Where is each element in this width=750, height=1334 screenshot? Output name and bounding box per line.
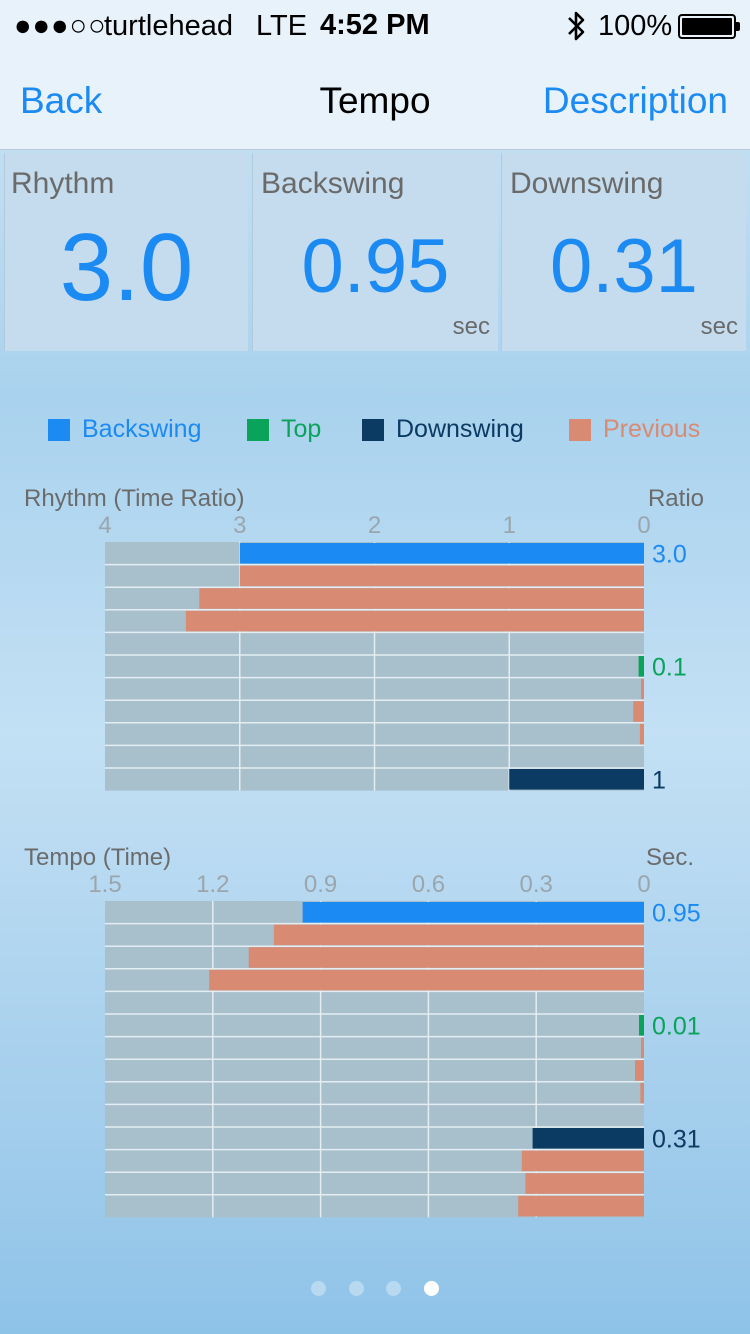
tempo-bar-previous: [518, 1195, 644, 1217]
tempo-tick-label: 0.3: [519, 871, 553, 898]
rhythm-label: Rhythm: [11, 167, 115, 200]
tempo-value-label-backswing: 0.95: [652, 899, 701, 927]
rhythm-bar-previous: [239, 565, 644, 587]
legend-label-downswing: Downswing: [396, 415, 524, 443]
status-bar: ●●●○○ turtlehead LTE 4:52 PM 100%: [0, 0, 750, 52]
tempo-bar-previous: [525, 1173, 644, 1194]
tempo-bar-backswing: [302, 902, 644, 923]
rhythm-value-label-top: 0.1: [652, 653, 687, 681]
tempo-bar-top: [639, 1015, 644, 1036]
rhythm-chart-title: Rhythm (Time Ratio): [24, 485, 245, 512]
rhythm-chart-unit: Ratio: [647, 485, 704, 512]
battery-icon: [678, 14, 740, 39]
tempo-bar-previous: [635, 1060, 644, 1081]
chart-legend: Backswing Top Downswing Previous: [0, 414, 750, 448]
tempo-bar-previous: [248, 947, 644, 968]
rhythm-tick-label: 2: [367, 512, 382, 539]
tempo-value-label-top: 0.01: [652, 1012, 701, 1040]
downswing-card: Downswing 0.31 sec: [501, 153, 746, 351]
rhythm-value-label-backswing: 3.0: [652, 540, 687, 568]
rhythm-value-label-downswing: 1: [652, 766, 666, 794]
backswing-value: 0.95: [301, 224, 450, 309]
legend-swatch-previous: [569, 419, 591, 441]
rhythm-bar-previous: [199, 588, 644, 609]
tempo-tick-label: 0.9: [303, 871, 338, 898]
tempo-tick-label: 1.2: [196, 871, 230, 898]
legend-label-previous: Previous: [603, 415, 701, 443]
status-time: 4:52 PM: [320, 9, 430, 41]
rhythm-bar-previous: [633, 701, 644, 722]
tempo-bar-previous: [209, 969, 644, 991]
carrier-name: turtlehead: [104, 10, 233, 42]
tempo-bar-previous: [273, 924, 644, 946]
rhythm-tick-label: 4: [98, 512, 112, 539]
legend-swatch-top: [247, 419, 269, 441]
downswing-label: Downswing: [510, 167, 664, 200]
page-dot[interactable]: [311, 1281, 326, 1296]
rhythm-bar-top: [638, 656, 644, 677]
backswing-unit: sec: [452, 313, 490, 340]
page-title: Tempo: [319, 80, 431, 121]
tempo-value-label-downswing: 0.31: [652, 1125, 701, 1153]
tempo-tick-label: 1.5: [88, 871, 122, 898]
signal-strength-icon: ●●●○○: [14, 10, 107, 42]
backswing-label: Backswing: [261, 167, 405, 200]
back-button[interactable]: Back: [20, 80, 103, 121]
legend-label-backswing: Backswing: [82, 415, 202, 443]
downswing-value: 0.31: [550, 224, 698, 309]
tempo-chart-unit: Sec.: [645, 844, 694, 871]
rhythm-bar-downswing: [509, 769, 644, 790]
rhythm-card: Rhythm 3.0: [4, 153, 248, 351]
backswing-card: Backswing 0.95 sec: [252, 153, 498, 351]
legend-swatch-backswing: [48, 419, 70, 441]
downswing-unit: sec: [700, 313, 738, 340]
battery-percentage: 100%: [598, 10, 673, 42]
tempo-bar-downswing: [532, 1128, 644, 1149]
tempo-chart-title: Tempo (Time): [24, 844, 172, 871]
tempo-bar-previous: [641, 1037, 644, 1059]
rhythm-bar-previous: [639, 723, 644, 745]
bluetooth-icon: [568, 11, 585, 41]
network-type: LTE: [256, 10, 308, 42]
page-dot[interactable]: [423, 1281, 439, 1296]
rhythm-value: 3.0: [59, 214, 194, 321]
page-dot[interactable]: [348, 1281, 364, 1296]
tempo-bar-previous: [640, 1082, 644, 1104]
tempo-bar-previous: [521, 1150, 644, 1172]
page-dot[interactable]: [386, 1281, 401, 1296]
rhythm-bar-previous: [641, 678, 644, 700]
page-indicator[interactable]: [0, 1281, 750, 1297]
rhythm-bar-previous: [185, 610, 644, 632]
tempo-tick-label: 0.6: [411, 871, 446, 898]
legend-label-top: Top: [281, 415, 322, 443]
rhythm-tick-label: 1: [502, 512, 516, 539]
description-button[interactable]: Description: [542, 80, 728, 121]
legend-swatch-downswing: [362, 419, 384, 441]
navigation-bar: Back Tempo Description: [0, 52, 750, 150]
tempo-tick-label: 0: [637, 871, 651, 898]
rhythm-bar-backswing: [239, 543, 644, 564]
rhythm-tick-label: 3: [233, 512, 247, 539]
rhythm-tick-label: 0: [637, 512, 651, 539]
